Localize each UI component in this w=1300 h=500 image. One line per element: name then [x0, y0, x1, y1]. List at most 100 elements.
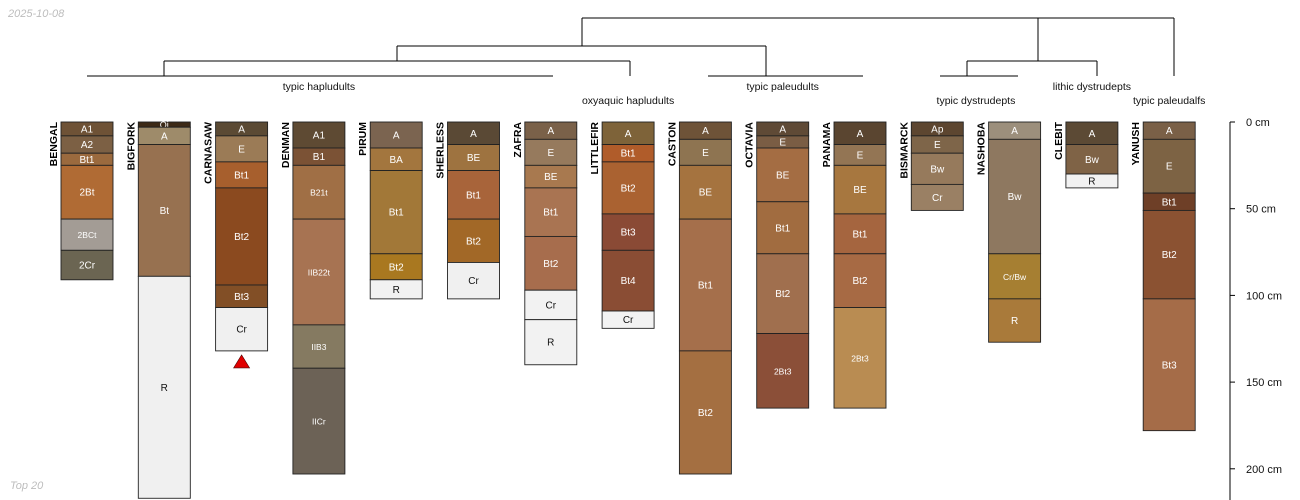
taxon-label: lithic dystrudepts: [1053, 81, 1131, 93]
horizon-label: Bt4: [621, 276, 636, 287]
horizon-fill: [833, 307, 887, 409]
horizon-label: BE: [853, 185, 867, 196]
horizon-cr: Cr: [447, 262, 500, 300]
horizon-a2: A2: [60, 135, 114, 154]
profile-octavia: OCTAVIA AE BE Bt1 Bt2 2Bt3: [744, 121, 810, 409]
horizon-label: Cr: [236, 325, 247, 336]
horizon-a: A: [1065, 121, 1119, 145]
horizon-bt: Bt: [137, 144, 191, 277]
horizon-bt3: Bt3: [601, 213, 655, 251]
horizon-fill: [60, 249, 114, 281]
horizon-label: Bt1: [79, 155, 94, 166]
horizon-cr: Cr: [601, 310, 655, 329]
profile-name: LITTLEFIR: [589, 122, 601, 175]
horizon-bt4: Bt4: [601, 249, 655, 312]
horizon-bt1: Bt1: [369, 170, 423, 255]
horizon-fill: [369, 121, 423, 149]
horizon-label: Bt1: [698, 280, 713, 291]
horizon-bt2: Bt2: [447, 218, 500, 263]
horizon-bt2: Bt2: [833, 253, 887, 308]
horizon-cr: Cr: [910, 183, 964, 211]
horizon-label: Ap: [931, 124, 944, 135]
horizon-label: R: [547, 338, 554, 349]
horizon-label: R: [1088, 176, 1095, 187]
horizon-a: A: [678, 121, 732, 140]
horizon-fill: [678, 138, 732, 166]
profile-nashoba: NASHOBA A Bw Cr/Bw R: [976, 121, 1042, 343]
depth-tick-label: 0 cm: [1246, 117, 1270, 129]
profile-name: CLEBIT: [1053, 121, 1065, 160]
horizon-label: R: [1011, 316, 1018, 327]
horizon-cr: Cr: [215, 307, 269, 352]
horizon-iicr: IICr: [292, 367, 346, 475]
horizon-a: A: [601, 121, 655, 145]
horizon-label: IIB22t: [308, 267, 331, 277]
horizon-label: Bt1: [234, 170, 249, 181]
horizon-fill: [292, 121, 346, 149]
horizon-label: Bw: [930, 164, 945, 175]
horizon-fill: [524, 289, 578, 321]
horizon-label: 2Bt3: [774, 366, 792, 376]
horizon-label: Cr: [932, 193, 943, 204]
horizon-fill: [601, 249, 655, 312]
horizon-label: Bt2: [543, 259, 558, 270]
horizon-e: E: [910, 135, 964, 154]
horizon-a1: A1: [292, 121, 346, 149]
horizon-label: BE: [776, 170, 790, 181]
horizon-label: Cr/Bw: [1003, 272, 1027, 282]
horizon-be: BE: [678, 164, 732, 220]
horizon-label: B1: [313, 152, 326, 163]
horizon-label: BE: [467, 153, 481, 164]
horizon-bt2: Bt2: [215, 187, 269, 286]
horizon-r: R: [137, 275, 191, 499]
horizon-fill: [756, 201, 810, 255]
horizon-label: 2BCt: [78, 230, 98, 240]
horizon-fill: [601, 310, 655, 329]
horizon-be: BE: [447, 144, 500, 172]
horizon-fill: [678, 164, 732, 220]
horizon-label: Bt2: [775, 289, 790, 300]
taxon-label: typic hapludults: [283, 81, 355, 93]
horizon-e: E: [1142, 138, 1196, 194]
horizon-fill: [215, 161, 269, 189]
horizon-bt1: Bt1: [678, 218, 732, 352]
horizon-label: A: [1011, 126, 1018, 137]
horizon-label: Cr: [468, 276, 479, 287]
profile-name: SHERLESS: [435, 122, 447, 179]
horizon-label: Bt1: [775, 223, 790, 234]
profile-name: NASHOBA: [976, 122, 988, 176]
horizon-label: Bt1: [621, 149, 636, 160]
profile-sherless: SHERLESS A BE Bt1 Bt2 Cr: [435, 121, 500, 300]
horizon-be: BE: [756, 147, 810, 203]
horizon-label: A2: [81, 140, 94, 151]
horizon-bw: Bw: [910, 152, 964, 185]
horizon-label: Bt: [160, 206, 170, 217]
taxon-label: typic dystrudepts: [937, 95, 1016, 107]
horizon-label: BE: [544, 172, 558, 183]
horizon-2cr: 2Cr: [60, 249, 114, 281]
horizon-fill: [447, 170, 500, 220]
horizon-a: A: [756, 121, 810, 137]
horizon-cr: Cr: [524, 289, 578, 321]
horizon-2bt3: 2Bt3: [756, 333, 810, 409]
horizon-bw: Bw: [988, 138, 1042, 255]
horizon-label: A1: [81, 124, 94, 135]
horizon-fill: [756, 333, 810, 409]
horizon-label: E: [934, 140, 941, 151]
horizon-fill: [524, 319, 578, 366]
horizon-fill: [292, 164, 346, 220]
horizon-iib3: IIB3: [292, 324, 346, 369]
horizon-label: A: [702, 126, 709, 137]
horizon-label: Bt1: [389, 208, 404, 219]
horizon-fill: [292, 367, 346, 475]
profile-name: OCTAVIA: [744, 122, 756, 168]
horizon-label: Bt1: [852, 229, 867, 240]
horizon-a: A: [369, 121, 423, 149]
profile-caston: CASTON AE BE Bt1 Bt2: [666, 121, 732, 475]
horizon-iib22t: IIB22t: [292, 218, 346, 326]
horizon-r: R: [524, 319, 578, 366]
depth-tick-label: 200 cm: [1246, 464, 1282, 476]
horizon-fill: [369, 253, 423, 281]
horizon-fill: [756, 253, 810, 334]
